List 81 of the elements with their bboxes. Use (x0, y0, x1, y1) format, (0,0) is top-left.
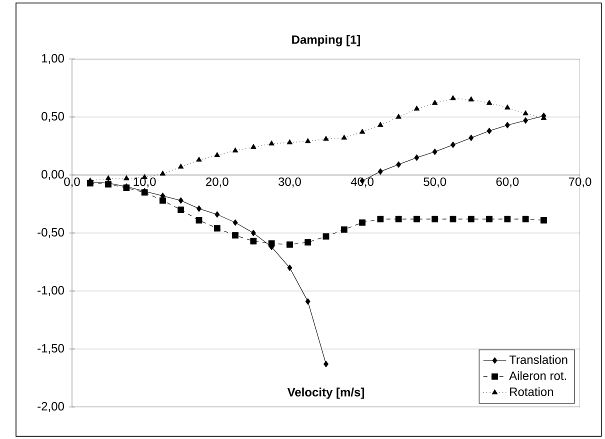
point (305, 138, 311, 144)
y-tick-label: 0,50 (42, 112, 64, 122)
point (196, 217, 202, 224)
point (395, 216, 402, 222)
y-tick-label: 1,00 (42, 54, 64, 64)
point (250, 230, 256, 236)
x-tick-label: 20,0 (206, 177, 228, 188)
point (432, 148, 438, 156)
point (523, 117, 528, 124)
point (540, 217, 547, 224)
chart-title: Damping [1] (292, 35, 360, 46)
point (504, 216, 511, 222)
point (214, 152, 220, 158)
point (178, 164, 184, 169)
point (450, 142, 456, 148)
point (504, 104, 510, 110)
point (468, 134, 474, 142)
x-tick-label: 10,0 (134, 177, 156, 188)
point (178, 206, 184, 213)
point (396, 161, 402, 168)
point (414, 216, 420, 222)
point (196, 156, 202, 162)
point (341, 134, 347, 140)
point (359, 219, 366, 226)
point (250, 238, 257, 244)
point (486, 100, 492, 105)
point (286, 139, 293, 144)
point (414, 106, 420, 111)
point (378, 122, 384, 127)
point (287, 264, 292, 272)
point (486, 128, 492, 134)
point (522, 110, 528, 116)
point (160, 170, 166, 176)
point (504, 122, 510, 128)
legend-label: Rotation (510, 387, 553, 396)
point (214, 225, 220, 232)
point (178, 197, 184, 204)
point (105, 175, 112, 180)
y-tick-label: -1,00 (38, 286, 64, 296)
y-tick-label: -0,50 (38, 228, 64, 238)
x-tick-label: 50,0 (424, 177, 446, 188)
point (304, 239, 312, 246)
point (268, 140, 274, 146)
x-tick-label: 60,0 (496, 177, 519, 188)
point (377, 216, 384, 222)
point (450, 95, 456, 100)
point (340, 226, 348, 233)
point (214, 211, 220, 218)
point (324, 360, 328, 368)
point (468, 216, 474, 222)
point (160, 197, 166, 204)
x-axis-title: Velocity [m/s] (287, 388, 364, 399)
point (305, 298, 310, 305)
y-tick-label: -2,00 (38, 402, 64, 412)
point (250, 144, 256, 149)
x-tick-label: 0,0 (64, 177, 80, 188)
point (232, 219, 238, 226)
point (468, 96, 474, 102)
point (268, 240, 275, 247)
x-tick-label: 70,0 (568, 177, 592, 188)
point (359, 128, 366, 134)
point (414, 154, 420, 161)
point (232, 232, 238, 239)
y-tick-label: -1,50 (38, 344, 64, 354)
y-tick-label: 0,00 (42, 170, 64, 180)
point (432, 100, 438, 105)
point (396, 114, 402, 119)
legend-label: Translation (509, 355, 568, 364)
point (196, 205, 202, 212)
point (323, 136, 329, 141)
point (450, 216, 456, 222)
point (522, 216, 529, 222)
point (322, 233, 330, 240)
legend-label: Aileron rot. (509, 371, 566, 380)
point (486, 216, 492, 222)
point (378, 168, 383, 175)
point (286, 241, 293, 248)
point (432, 216, 438, 222)
point (232, 147, 238, 152)
x-tick-label: 30,0 (278, 177, 301, 188)
point (124, 175, 130, 180)
